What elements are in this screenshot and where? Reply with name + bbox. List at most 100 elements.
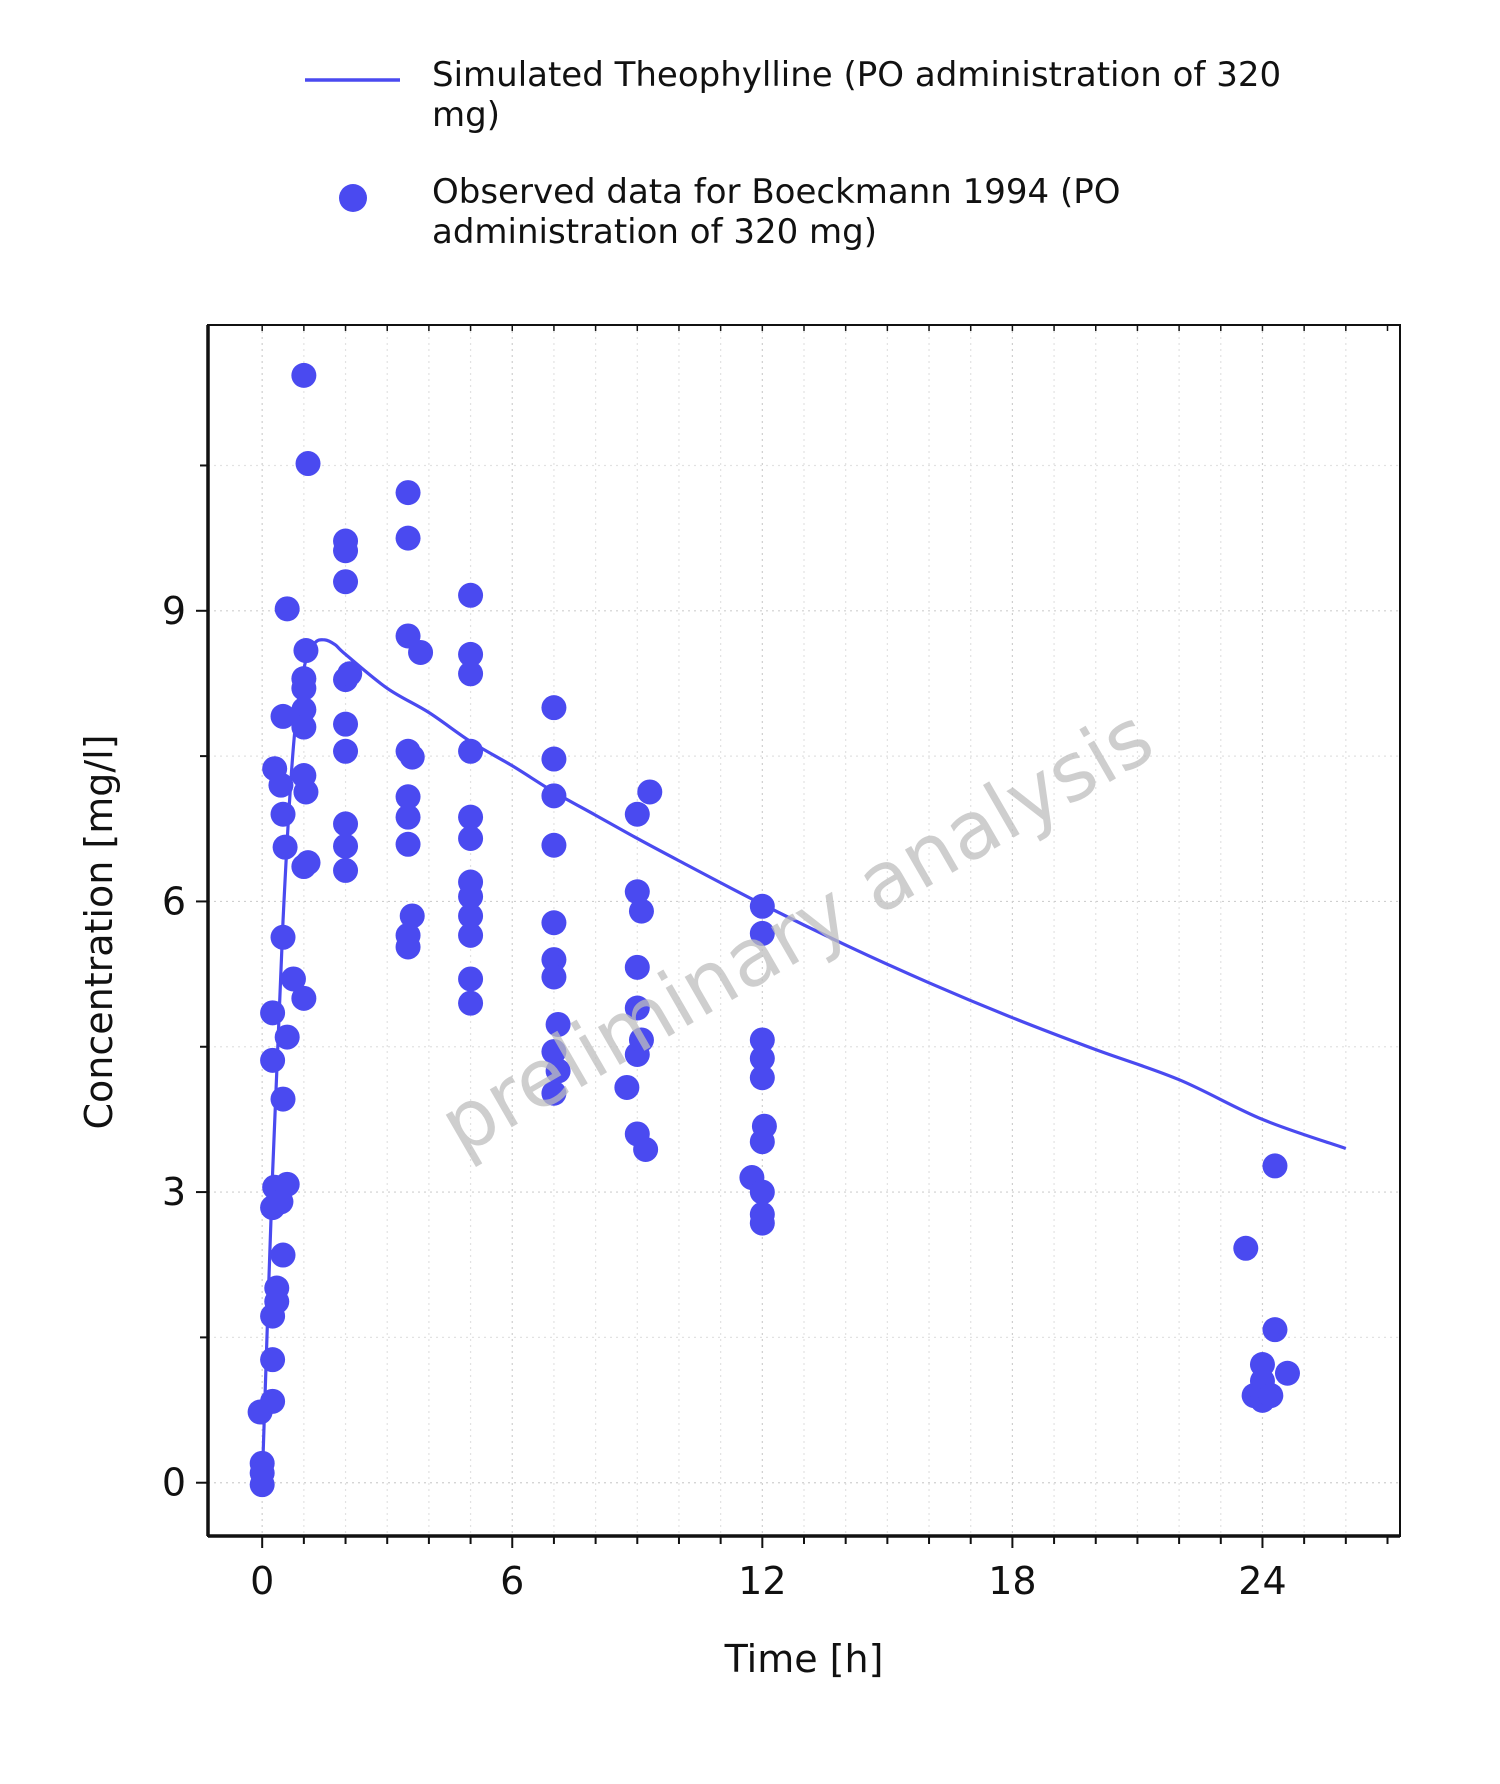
observed-point [624, 879, 650, 905]
observed-point [541, 1039, 567, 1065]
observed-point [1233, 1235, 1259, 1261]
observed-point [274, 1024, 300, 1050]
observed-point [458, 582, 484, 608]
observed-point [541, 1080, 567, 1106]
x-tick-label: 0 [250, 1559, 274, 1603]
observed-point [624, 801, 650, 827]
observed-point [458, 903, 484, 929]
series-layer [247, 362, 1347, 1498]
observed-point [395, 784, 421, 810]
observed-point [333, 738, 359, 764]
observed-point [270, 801, 296, 827]
observed-point [633, 1136, 659, 1162]
observed-point [541, 964, 567, 990]
observed-point [260, 1047, 286, 1073]
observed-point [268, 772, 294, 798]
observed-point [291, 362, 317, 388]
grid [208, 325, 1400, 1536]
observed-point [1262, 1153, 1288, 1179]
observed-point [749, 1027, 775, 1053]
observed-point [291, 985, 317, 1011]
x-tick-label: 12 [738, 1559, 786, 1603]
observed-point [458, 966, 484, 992]
observed-point [272, 834, 298, 860]
observed-point [541, 947, 567, 973]
observed-point [337, 661, 363, 687]
observed-point [749, 1210, 775, 1236]
y-tick-label: 0 [162, 1461, 186, 1505]
y-tick-label: 9 [162, 589, 186, 633]
observed-point [395, 934, 421, 960]
observed-point [395, 804, 421, 830]
observed-point [260, 1000, 286, 1026]
observed-point [260, 1388, 286, 1414]
x-tick-label: 6 [500, 1559, 524, 1603]
observed-point [749, 1179, 775, 1205]
observed-point [333, 811, 359, 837]
observed-point [541, 695, 567, 721]
observed-point [333, 711, 359, 737]
observed-point [274, 596, 300, 622]
observed-point [749, 1065, 775, 1091]
observed-point [541, 832, 567, 858]
observed-point [295, 850, 321, 876]
observed-point [270, 1086, 296, 1112]
observed-point [291, 675, 317, 701]
observed-point [1274, 1360, 1300, 1386]
observed-point [624, 954, 650, 980]
legend-scatter-label: Observed data for Boeckmann 1994 (PO admi… [432, 172, 1120, 252]
observed-point [545, 1011, 571, 1037]
observed-point [458, 922, 484, 948]
observed-point [1258, 1383, 1284, 1409]
observed-point [628, 1027, 654, 1053]
ticks: 0 6 12 18 24 0 3 6 9 [162, 325, 1389, 1603]
legend-marker-swatch [339, 184, 367, 212]
observed-point [293, 638, 319, 664]
observed-point [333, 569, 359, 595]
observed-point [264, 1289, 290, 1315]
observed-point [333, 857, 359, 883]
observed-point [293, 779, 319, 805]
x-tick-label: 18 [988, 1559, 1036, 1603]
x-tick-label: 24 [1238, 1559, 1286, 1603]
observed-point [458, 884, 484, 910]
observed-point [333, 538, 359, 564]
observed-point [749, 893, 775, 919]
observed-point [751, 1113, 777, 1139]
observed-point [624, 995, 650, 1021]
y-axis-label: Concentration [mg/l] [77, 734, 121, 1129]
observed-point [399, 744, 425, 770]
observed-point [291, 697, 317, 723]
observed-point [1262, 1317, 1288, 1343]
observed-point [274, 1171, 300, 1197]
observed-point [249, 1472, 275, 1498]
observed-point [395, 525, 421, 551]
legend-line-label: Simulated Theophylline (PO administratio… [432, 55, 1281, 135]
observed-point [614, 1074, 640, 1100]
observed-point [749, 1045, 775, 1071]
observed-point [395, 480, 421, 506]
observed-point [541, 910, 567, 936]
y-tick-label: 6 [162, 879, 186, 923]
observed-point [545, 1058, 571, 1084]
observed-point [749, 920, 775, 946]
observed-point [458, 825, 484, 851]
observed-point [458, 661, 484, 687]
observed-point [270, 1242, 296, 1268]
observed-point [270, 924, 296, 950]
observed-point [395, 831, 421, 857]
observed-point [458, 990, 484, 1016]
observed-point [295, 451, 321, 477]
observed-point [628, 898, 654, 924]
observed-point [270, 703, 296, 729]
observed-point [458, 641, 484, 667]
observed-point [637, 779, 663, 805]
observed-point [291, 714, 317, 740]
observed-point [458, 738, 484, 764]
observed-point [541, 746, 567, 772]
observed-point [458, 804, 484, 830]
observed-point [333, 833, 359, 859]
y-tick-label: 3 [162, 1170, 186, 1214]
x-axis-label: Time [h] [724, 1637, 884, 1681]
